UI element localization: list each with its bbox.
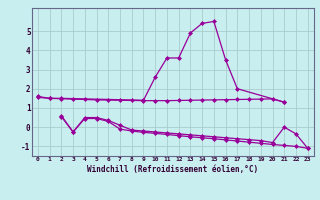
X-axis label: Windchill (Refroidissement éolien,°C): Windchill (Refroidissement éolien,°C) xyxy=(87,165,258,174)
